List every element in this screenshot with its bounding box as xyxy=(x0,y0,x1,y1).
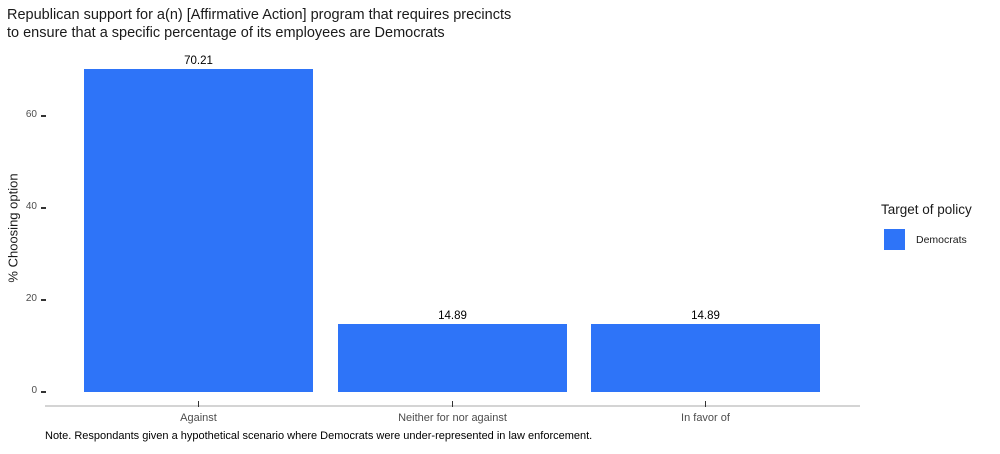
bar-value-label: 70.21 xyxy=(184,55,213,67)
chart-title-line-2: to ensure that a specific percentage of … xyxy=(7,25,445,41)
y-axis-title: % Choosing option xyxy=(5,173,21,283)
y-tick-60 xyxy=(41,115,46,117)
bar-in-favor-of xyxy=(591,323,820,392)
bar-value-label: 14.89 xyxy=(438,309,467,322)
bar-against xyxy=(84,69,313,392)
y-tick-20 xyxy=(41,299,46,301)
legend-key-swatch xyxy=(884,229,905,250)
y-tick-label-60: 60 xyxy=(25,109,37,120)
y-tick-label-40: 40 xyxy=(25,201,37,212)
y-tick-label-0: 0 xyxy=(31,385,37,396)
y-tick-0 xyxy=(41,391,46,393)
chart-note: Note. Respondants given a hypothetical s… xyxy=(45,430,593,442)
legend-title: Target of policy xyxy=(881,202,972,217)
y-tick-40 xyxy=(41,207,46,209)
x-category-label-against: Against xyxy=(180,412,217,424)
x-category-label-in-favor: In favor of xyxy=(681,412,730,424)
bar-value-label: 14.89 xyxy=(691,309,720,322)
x-category-label-neither: Neither for nor against xyxy=(398,412,507,424)
legend-item-label: Democrats xyxy=(916,234,967,246)
chart-title-line-1: Republican support for a(n) [Affirmative… xyxy=(7,7,512,23)
x-tick-in-favor xyxy=(704,401,707,407)
bar-neither-for-nor-against xyxy=(338,323,567,392)
x-tick-neither xyxy=(451,401,454,407)
x-tick-against xyxy=(197,401,200,407)
y-tick-label-20: 20 xyxy=(25,293,37,304)
